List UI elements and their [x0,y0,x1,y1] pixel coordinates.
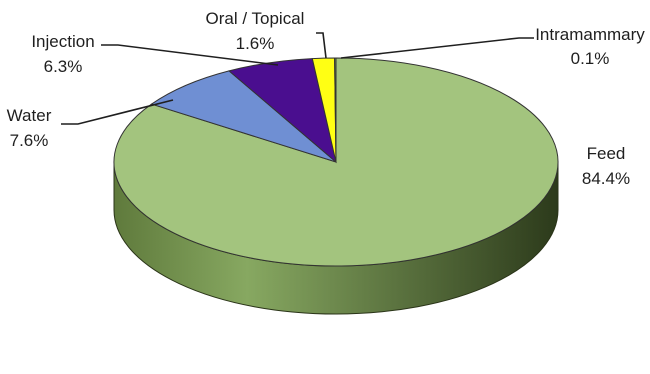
label-injection-name: Injection [31,32,94,51]
label-intramammary-value: 0.1% [571,49,610,68]
label-oral-topical-value: 1.6% [236,34,275,53]
leader-line-injection [101,44,279,66]
slice-water [150,70,337,163]
label-water-name: Water [7,106,52,125]
slice-intramammary [334,57,337,163]
label-oral-topical-name: Oral / Topical [206,9,305,28]
label-feed-value: 84.4% [582,169,630,188]
leader-lines [61,32,534,125]
pie-slices [113,57,559,267]
leader-line-water [61,99,174,125]
leader-line-oral-topical [316,32,327,59]
label-feed-name: Feed [587,144,626,163]
label-intramammary-name: Intramammary [535,25,645,44]
label-water-value: 7.6% [10,131,49,150]
leader-line-intramammary [340,37,534,59]
label-injection-value: 6.3% [44,57,83,76]
